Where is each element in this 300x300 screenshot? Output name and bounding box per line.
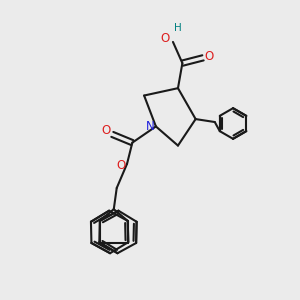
Text: O: O — [205, 50, 214, 63]
Text: O: O — [116, 159, 125, 172]
Text: N: N — [146, 120, 155, 133]
Text: O: O — [160, 32, 169, 45]
Text: O: O — [101, 124, 110, 137]
Text: H: H — [174, 23, 182, 33]
